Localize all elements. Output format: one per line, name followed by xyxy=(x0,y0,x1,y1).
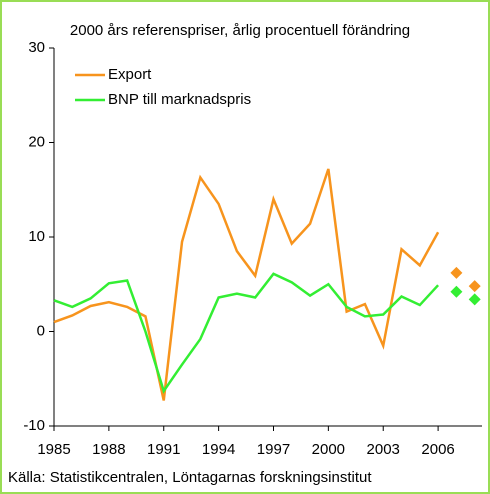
x-tick-label: 2006 xyxy=(421,441,454,458)
forecast-marker xyxy=(468,293,481,306)
legend-label: Export xyxy=(108,66,152,83)
series-line xyxy=(53,168,440,401)
x-tick-label: 1991 xyxy=(147,441,180,458)
x-tick-label: 1988 xyxy=(92,441,125,458)
x-tick-label: 2000 xyxy=(312,441,345,458)
forecast-marker xyxy=(450,266,463,279)
y-tick-label: 10 xyxy=(28,228,45,245)
x-tick-label: 1985 xyxy=(37,441,70,458)
x-tick-label: 2003 xyxy=(367,441,400,458)
forecast-marker xyxy=(450,285,463,298)
legend-label: BNP till marknadspris xyxy=(108,91,251,108)
x-tick-label: 1994 xyxy=(202,441,235,458)
y-tick-label: 30 xyxy=(28,39,45,56)
source: Källa: Statistikcentralen, Löntagarnas f… xyxy=(8,469,372,486)
forecast-marker xyxy=(468,280,481,293)
y-tick-label: -10 xyxy=(23,417,45,434)
x-tick-label: 1997 xyxy=(257,441,290,458)
series-line xyxy=(53,272,440,394)
chart-title: 2000 års referenspriser, årlig procentue… xyxy=(70,22,410,39)
y-tick-label: 0 xyxy=(37,322,45,339)
y-tick-label: 20 xyxy=(28,133,45,150)
